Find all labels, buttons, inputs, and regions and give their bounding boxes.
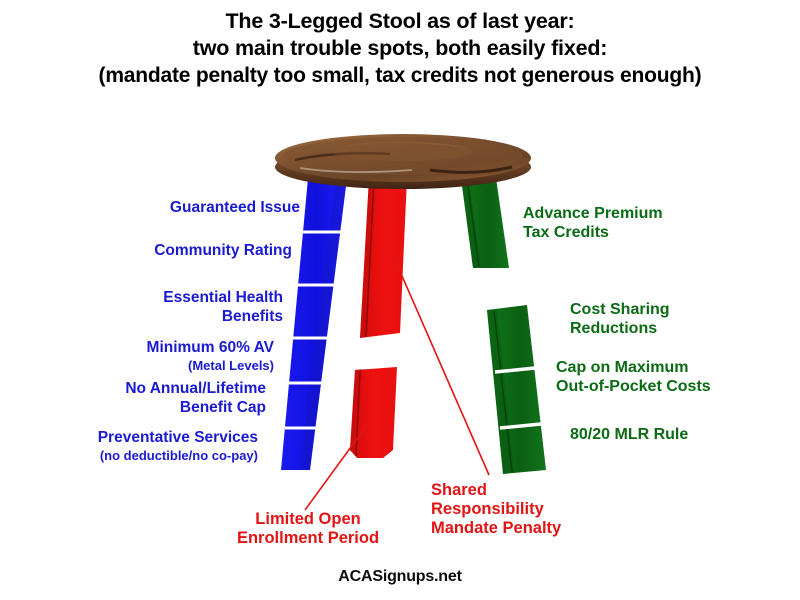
label-essential-health-benefits: Essential Health Benefits (163, 289, 283, 325)
leader-line-limited-enrollment (304, 424, 368, 511)
red-leg (350, 178, 407, 458)
label-80-20-mlr-rule: 80/20 MLR Rule (570, 426, 689, 443)
label-community-rating: Community Rating (154, 242, 292, 259)
page-title: The 3-Legged Stool as of last year: two … (0, 8, 800, 89)
label-minimum-60-av: Minimum 60% AV (Metal Levels) (146, 339, 274, 373)
blue-leg (281, 178, 347, 470)
label-limited-open-enrollment-period: Limited Open Enrollment Period (236, 510, 380, 547)
title-line-1: The 3-Legged Stool as of last year: (225, 9, 575, 33)
title-line-2: two main trouble spots, both easily fixe… (192, 36, 608, 60)
leader-line-shared-responsibility (391, 252, 490, 476)
label-cap-on-maximum-out-of-pocket: Cap on Maximum Out-of-Pocket Costs (556, 359, 711, 395)
title-line-3: (mandate penalty too small, tax credits … (98, 64, 702, 87)
label-cost-sharing-reductions: Cost Sharing Reductions (570, 301, 670, 337)
site-credit: ACASignups.net (338, 568, 462, 585)
stool-seat (275, 134, 531, 189)
label-guaranteed-issue: Guaranteed Issue (169, 199, 300, 216)
label-advance-premium-tax-credits: Advance Premium Tax Credits (523, 205, 663, 241)
label-no-annual-lifetime-benefit-cap: No Annual/Lifetime Benefit Cap (125, 380, 266, 416)
green-leg (461, 178, 546, 474)
leader-lines (304, 252, 490, 511)
label-shared-responsibility-mandate-penalty: Shared Responsibility Mandate Penalty (431, 481, 562, 537)
label-preventative-services: Preventative Services (no deductible/no … (97, 429, 258, 463)
